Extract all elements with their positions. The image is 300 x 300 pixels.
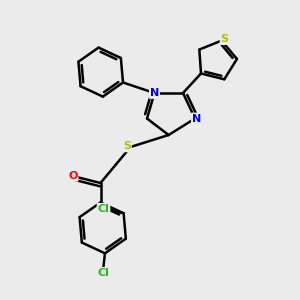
- Text: Cl: Cl: [98, 204, 110, 214]
- Text: N: N: [150, 88, 159, 98]
- Text: S: S: [123, 141, 131, 152]
- Text: O: O: [68, 171, 78, 181]
- Text: N: N: [192, 113, 201, 124]
- Text: S: S: [220, 34, 229, 44]
- Text: Cl: Cl: [98, 268, 110, 278]
